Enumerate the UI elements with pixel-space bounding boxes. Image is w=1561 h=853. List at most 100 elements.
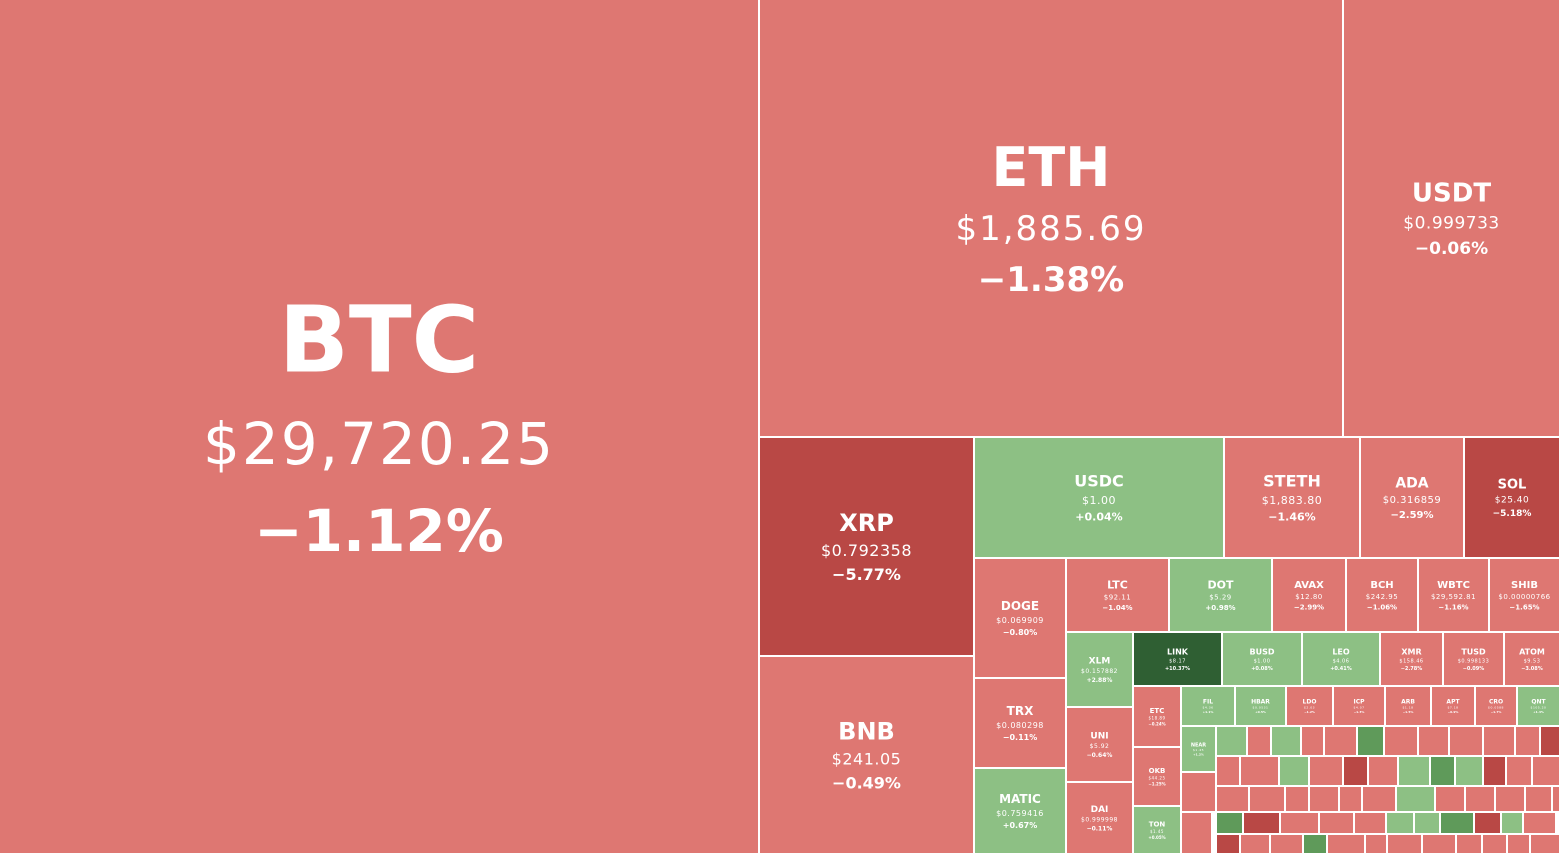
minor-tile[interactable] [1241,757,1278,785]
tile-uni[interactable]: UNI$5.92 −0.64% [1067,708,1132,781]
tile-xlm-rect[interactable] [1067,633,1132,706]
tile-dot-rect[interactable] [1170,559,1271,631]
tile-eth-rect[interactable] [760,0,1342,436]
minor-tile[interactable] [1399,757,1429,785]
minor-tile[interactable] [1241,835,1269,853]
minor-tile[interactable] [1217,757,1239,785]
tile-sol[interactable]: SOL $25.40 −5.18% [1465,438,1559,557]
tile-ltc-rect[interactable] [1067,559,1168,631]
minor-tile[interactable] [1466,787,1494,811]
minor-tile[interactable] [1553,787,1559,811]
tile-okb[interactable]: OKB$44.25−1.25% [1134,748,1180,805]
tile-ton[interactable]: TON$1.45+0.05% [1134,807,1180,853]
tile-tusd-rect[interactable] [1444,633,1503,685]
tile-cro[interactable]: CRO$0.0588−1.7% [1476,687,1516,725]
tile-link-rect[interactable] [1134,633,1221,685]
tile-dot[interactable]: DOT $5.29 +0.98% [1170,559,1271,631]
minor-tile[interactable] [1363,787,1395,811]
tile-hbar[interactable]: HBAR$0.0531+0.5% [1236,687,1285,725]
tile-eth[interactable]: ETH $1,885.69 −1.38% [760,0,1342,436]
tile-qnt-rect[interactable] [1518,687,1559,725]
minor-tile[interactable] [1366,835,1386,853]
tile-etc-rect[interactable] [1134,687,1180,746]
minor-tile[interactable] [1244,813,1279,833]
tile-hbar-rect[interactable] [1236,687,1285,725]
tile-ada-rect[interactable] [1361,438,1463,557]
minor-tile[interactable] [1217,727,1246,755]
minor-tile[interactable] [1271,835,1302,853]
tile-usdt-rect[interactable] [1344,0,1559,436]
tile-near[interactable]: NEAR$1.45+1.2% [1182,727,1215,771]
tile-uni-rect[interactable] [1067,708,1132,781]
tile-atom[interactable]: ATOM $9.53 −3.08% [1505,633,1559,685]
minor-tile[interactable] [1457,835,1481,853]
tile-icp[interactable]: ICP$4.07−1.3% [1334,687,1384,725]
tile-steth[interactable]: STETH $1,883.80 −1.46% [1225,438,1359,557]
minor-tile[interactable] [1484,727,1514,755]
tile-link[interactable]: LINK $8.17 +10.37% [1134,633,1221,685]
minor-tile[interactable] [1182,813,1211,853]
tile-doge[interactable]: DOGE $0.069909 −0.80% [975,559,1065,677]
minor-tile[interactable] [1182,773,1215,811]
tile-ldo[interactable]: LDO$2.03−1.2% [1287,687,1332,725]
minor-tile[interactable] [1304,835,1326,853]
tile-dai[interactable]: DAI $0.999998 −0.11% [1067,783,1132,853]
tile-usdc-rect[interactable] [975,438,1223,557]
minor-tile[interactable] [1419,727,1448,755]
tile-bnb-rect[interactable] [760,657,973,853]
minor-tile[interactable] [1441,813,1473,833]
tile-shib[interactable]: SHIB $0.00000766 −1.65% [1490,559,1559,631]
minor-tile[interactable] [1250,787,1284,811]
tile-ltc[interactable]: LTC $92.11 −1.04% [1067,559,1168,631]
minor-tile[interactable] [1281,813,1318,833]
tile-leo-rect[interactable] [1303,633,1379,685]
tile-trx[interactable]: TRX $0.080298 −0.11% [975,679,1065,767]
minor-tile[interactable] [1516,727,1539,755]
minor-tile[interactable] [1531,835,1559,853]
tile-ldo-rect[interactable] [1287,687,1332,725]
minor-tile[interactable] [1217,813,1242,833]
minor-tile[interactable] [1397,787,1434,811]
tile-xmr[interactable]: XMR $158.46 −2.78% [1381,633,1442,685]
minor-tile[interactable] [1533,757,1559,785]
tile-xlm[interactable]: XLM$0.157882 +2.88% [1067,633,1132,706]
minor-tile[interactable] [1502,813,1522,833]
tile-usdt[interactable]: USDT $0.999733 −0.06% [1344,0,1559,436]
tile-fil[interactable]: FIL$4.36+1.1% [1182,687,1234,725]
minor-tile[interactable] [1431,757,1454,785]
tile-etc[interactable]: ETC$18.89−0.24% [1134,687,1180,746]
tile-cro-rect[interactable] [1476,687,1516,725]
tile-avax[interactable]: AVAX $12.80 −2.99% [1273,559,1345,631]
minor-tile[interactable] [1280,757,1308,785]
tile-ada[interactable]: ADA $0.316859 −2.59% [1361,438,1463,557]
tile-okb-rect[interactable] [1134,748,1180,805]
tile-steth-rect[interactable] [1225,438,1359,557]
tile-fil-rect[interactable] [1182,687,1234,725]
minor-tile[interactable] [1508,835,1529,853]
tile-apt[interactable]: APT$7.18−0.9% [1432,687,1474,725]
tile-near-rect[interactable] [1182,727,1215,771]
tile-dai-rect[interactable] [1067,783,1132,853]
minor-tile[interactable] [1507,757,1531,785]
minor-tile[interactable] [1325,727,1356,755]
minor-tile[interactable] [1272,727,1300,755]
tile-atom-rect[interactable] [1505,633,1559,685]
minor-tile[interactable] [1456,757,1482,785]
minor-tile[interactable] [1526,787,1551,811]
minor-tile[interactable] [1248,727,1270,755]
tile-shib-rect[interactable] [1490,559,1559,631]
minor-tile[interactable] [1524,813,1555,833]
tile-bch[interactable]: BCH $242.95 −1.06% [1347,559,1417,631]
minor-tile[interactable] [1415,813,1439,833]
tile-usdc[interactable]: USDC $1.00 +0.04% [975,438,1223,557]
tile-sol-rect[interactable] [1465,438,1559,557]
tile-tusd[interactable]: TUSD $0.998133 −0.09% [1444,633,1503,685]
minor-tile[interactable] [1388,835,1421,853]
minor-tile[interactable] [1483,835,1506,853]
tile-trx-rect[interactable] [975,679,1065,767]
minor-tile[interactable] [1310,787,1338,811]
tile-matic[interactable]: MATIC $0.759416 +0.67% [975,769,1065,853]
tile-leo[interactable]: LEO $4.06 +0.41% [1303,633,1379,685]
minor-tile[interactable] [1387,813,1413,833]
minor-tile[interactable] [1385,727,1417,755]
